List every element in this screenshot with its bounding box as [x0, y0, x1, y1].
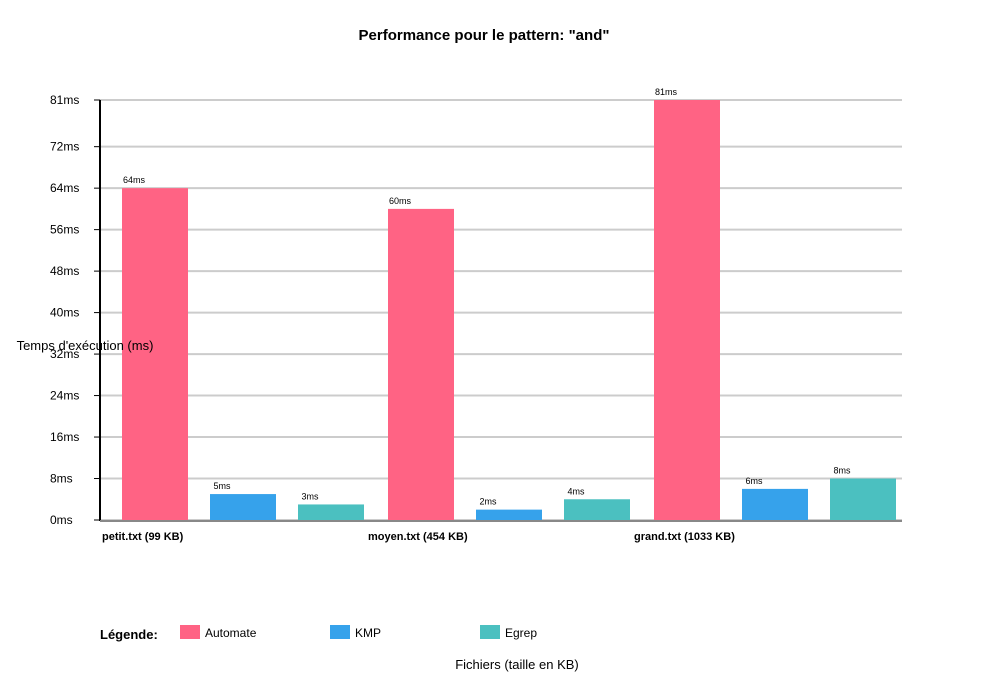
legend-swatch-automate — [180, 625, 200, 639]
bar-automate-2 — [654, 100, 720, 520]
data-label: 6ms — [745, 476, 763, 486]
data-label: 64ms — [123, 175, 146, 185]
legend-swatch-egrep — [480, 625, 500, 639]
legend-label-kmp: KMP — [355, 626, 381, 640]
bar-automate-0 — [122, 188, 188, 521]
bar-egrep-1 — [564, 499, 630, 520]
bar-kmp-1 — [476, 509, 542, 520]
x-tick-label: petit.txt (99 KB) — [102, 531, 184, 543]
y-tick-label: 32ms — [50, 347, 79, 361]
y-axis-label: Temps d'exécution (ms) — [17, 338, 154, 353]
data-label: 8ms — [833, 466, 851, 476]
x-axis-label: Fichiers (taille en KB) — [455, 657, 579, 672]
data-label: 4ms — [567, 486, 585, 496]
data-label: 81ms — [655, 87, 678, 97]
data-label: 60ms — [389, 196, 412, 206]
y-tick-label: 48ms — [50, 264, 79, 278]
y-tick-label: 40ms — [50, 306, 79, 320]
y-tick-label: 24ms — [50, 389, 79, 403]
gridlines — [100, 99, 902, 521]
y-tick-label: 64ms — [50, 181, 79, 195]
y-tick-label: 16ms — [50, 430, 79, 444]
chart-title: Performance pour le pattern: "and" — [359, 27, 610, 44]
bar-automate-1 — [388, 208, 454, 520]
bars — [122, 100, 896, 521]
legend-label-automate: Automate — [205, 626, 257, 640]
data-label: 2ms — [479, 497, 497, 507]
legend-title: Légende: — [100, 627, 158, 642]
legend: Légende: Automate KMP Egrep — [100, 625, 537, 642]
data-labels: 64ms 5ms 3ms 60ms 2ms 4ms 81ms 6ms 8ms — [123, 87, 851, 507]
y-tick-label: 8ms — [50, 472, 73, 486]
y-tick-label: 56ms — [50, 223, 79, 237]
y-axis-ticks: 0ms 8ms 16ms 24ms 32ms 40ms 48ms 56ms 64ms 72ms 81… — [50, 93, 100, 527]
data-label: 5ms — [213, 481, 231, 491]
y-tick-label: 0ms — [50, 513, 73, 527]
y-tick-label: 72ms — [50, 140, 79, 154]
bar-kmp-2 — [742, 488, 808, 520]
x-tick-label: moyen.txt (454 KB) — [368, 531, 468, 543]
y-tick-label: 81ms — [50, 93, 79, 107]
x-tick-label: grand.txt (1033 KB) — [634, 531, 735, 543]
bar-egrep-0 — [298, 504, 364, 520]
legend-swatch-kmp — [330, 625, 350, 639]
data-label: 3ms — [301, 491, 319, 501]
bar-kmp-0 — [210, 494, 276, 520]
bar-egrep-2 — [830, 478, 896, 520]
x-axis-ticks: petit.txt (99 KB) moyen.txt (454 KB) grand… — [102, 531, 735, 543]
legend-label-egrep: Egrep — [505, 626, 537, 640]
